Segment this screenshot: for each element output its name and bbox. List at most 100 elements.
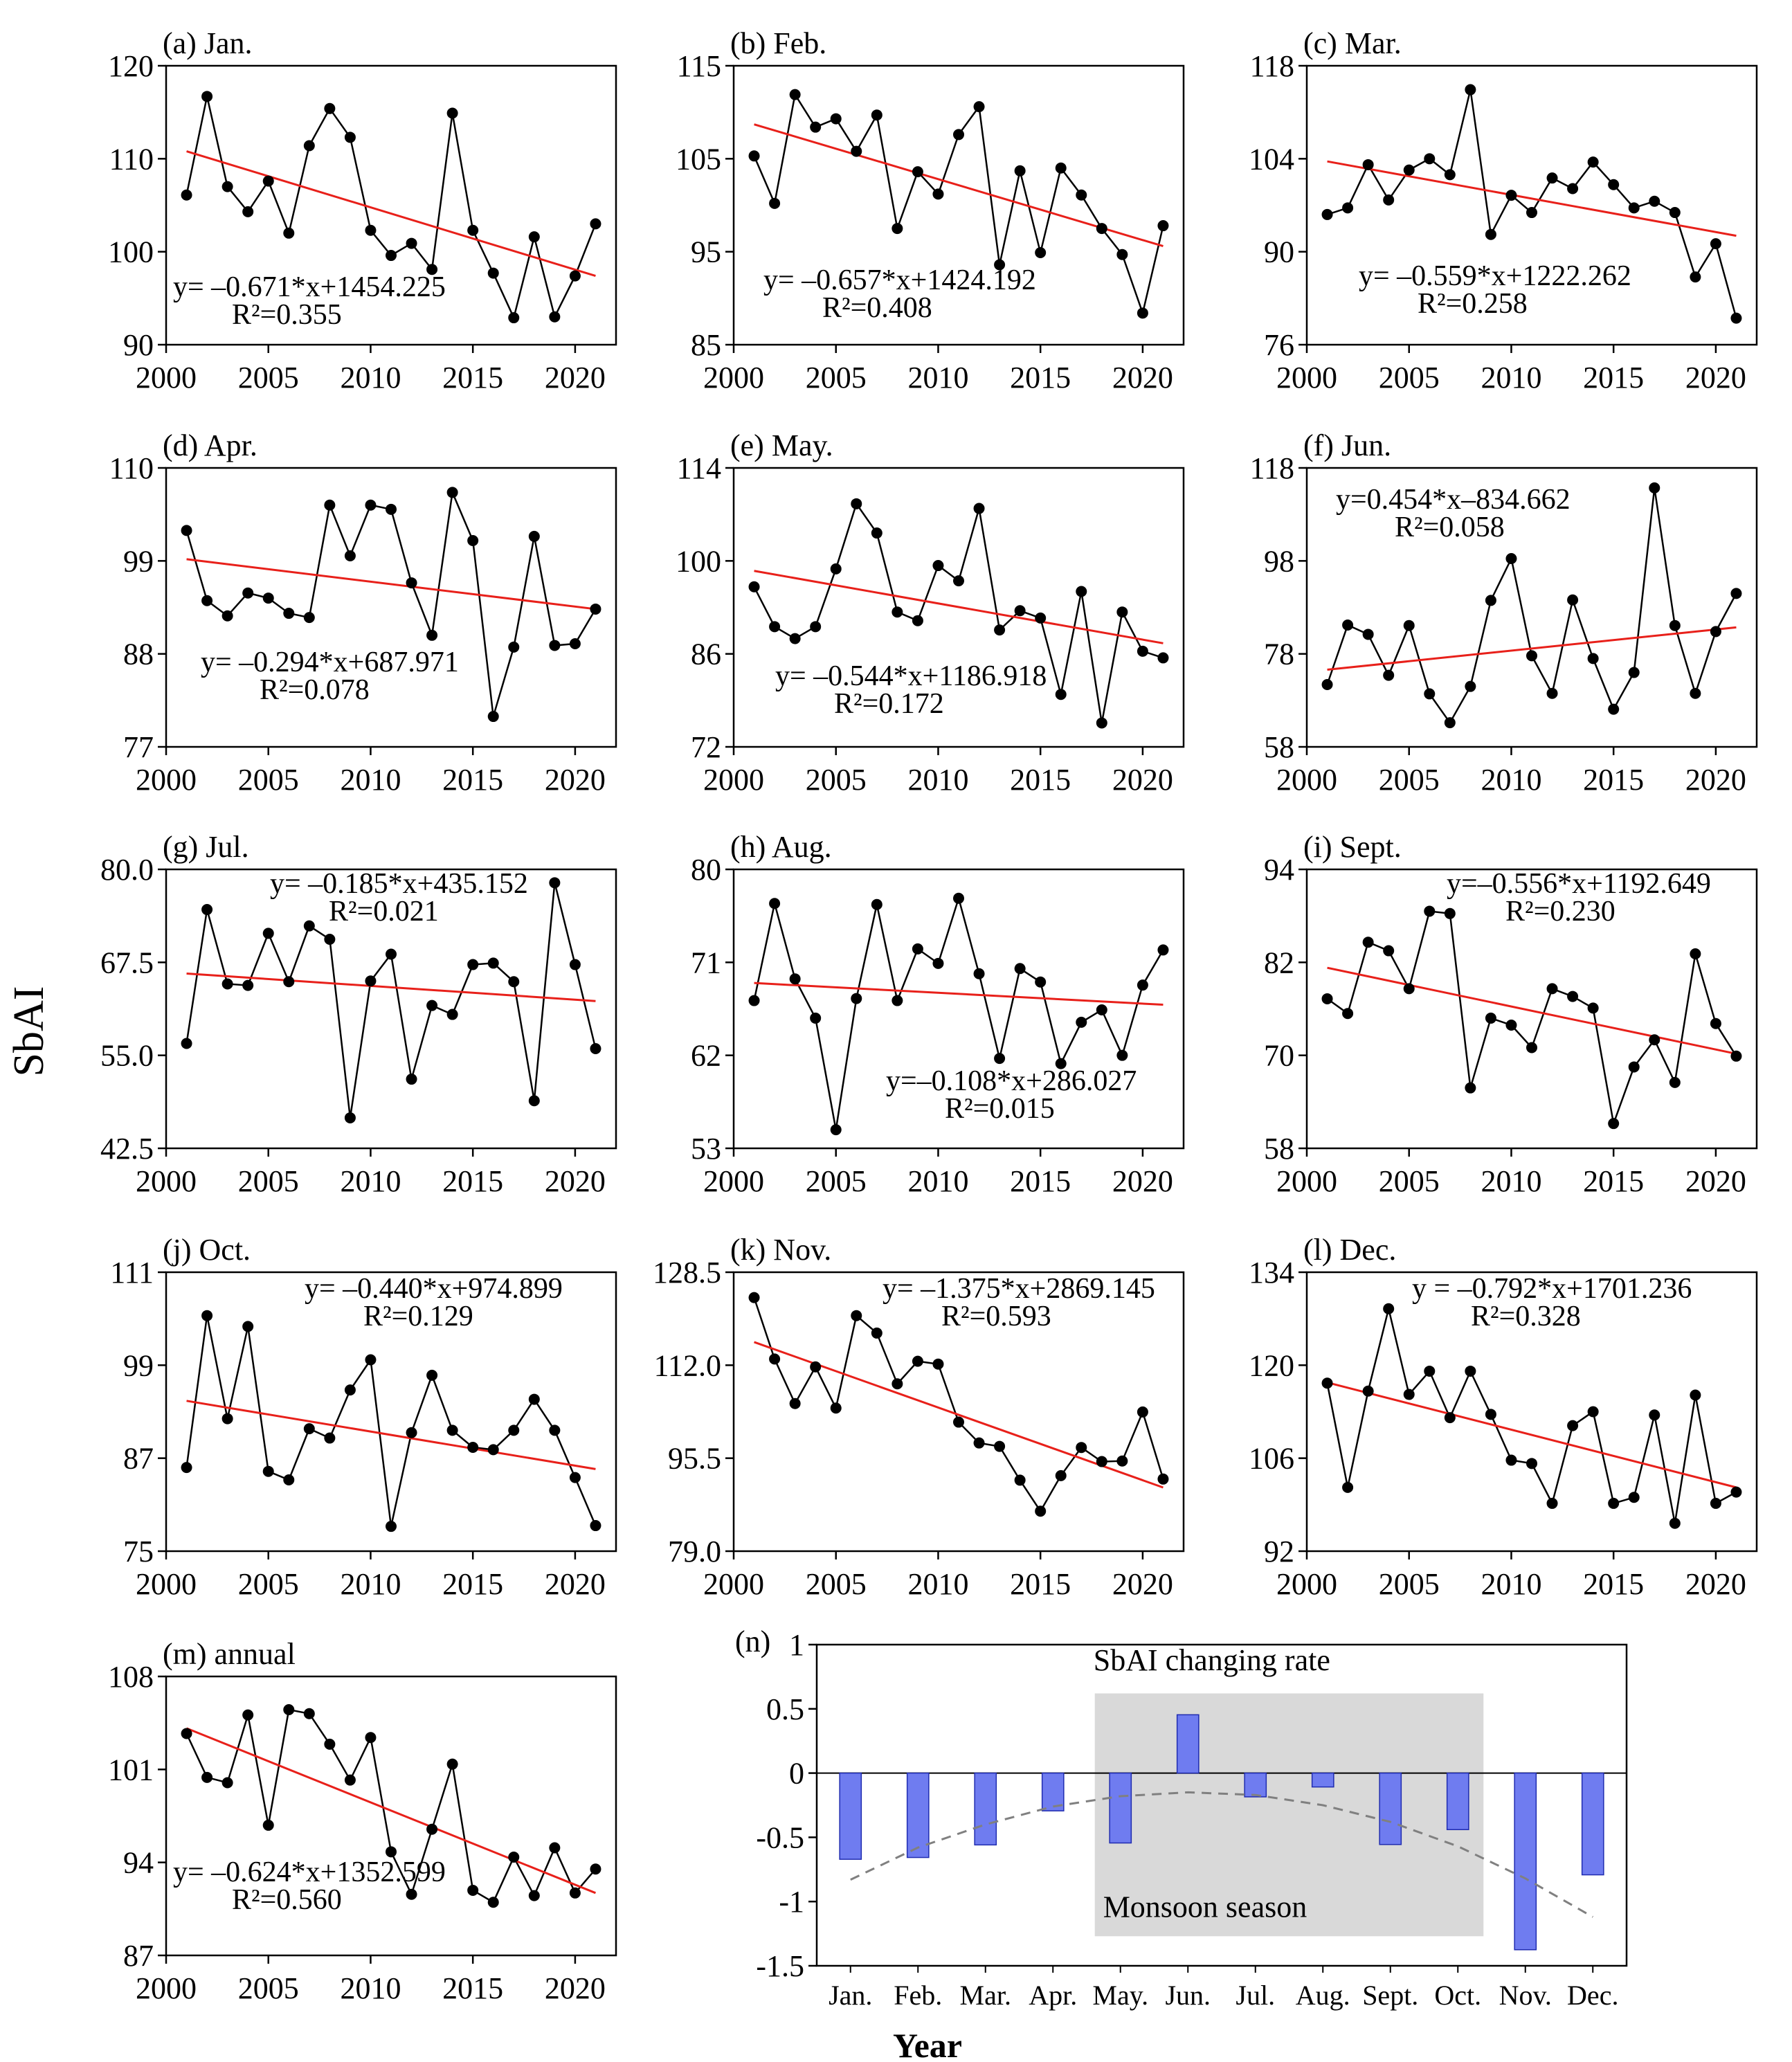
y-tick-label: 55.0: [100, 1039, 154, 1073]
data-point: [569, 959, 581, 970]
x-tick-label: Sept.: [1362, 1980, 1418, 2011]
trend-line: [1327, 1381, 1737, 1489]
data-point: [1055, 162, 1067, 174]
plot-frame: [815, 1643, 1628, 1967]
trend-line: [1327, 626, 1737, 671]
data-point: [303, 1708, 315, 1719]
r-squared: R²=0.172: [834, 688, 944, 720]
series-line: [1326, 910, 1737, 1128]
y-tick-label: 111: [110, 1256, 154, 1290]
data-point: [1608, 1118, 1620, 1130]
data-point: [386, 1846, 397, 1858]
data-point: [1587, 156, 1599, 168]
y-tick-label: 110: [109, 142, 154, 176]
data-point: [1690, 271, 1701, 283]
data-point: [1505, 1454, 1517, 1466]
data-point: [912, 1355, 923, 1367]
data-point: [487, 711, 499, 723]
panel-title: (f) Jun.: [1303, 428, 1391, 462]
r-squared: R²=0.021: [329, 896, 439, 928]
trend-equation: y= –0.671*x+1454.225: [173, 271, 446, 303]
x-tick-label: 2020: [1112, 361, 1173, 395]
data-point: [871, 1327, 883, 1339]
data-point: [221, 1413, 233, 1425]
y-tick-label: 118: [1250, 451, 1294, 485]
data-point: [406, 1888, 417, 1900]
data-point: [1710, 1497, 1721, 1509]
data-point: [1587, 1002, 1599, 1014]
data-point: [1321, 208, 1333, 220]
data-point: [851, 145, 862, 157]
data-point: [406, 237, 417, 249]
data-point: [549, 1425, 561, 1436]
data-point: [426, 629, 438, 641]
y-tick-label: 79.0: [668, 1535, 721, 1568]
data-point: [1137, 307, 1148, 319]
data-point: [1526, 1458, 1537, 1469]
data-point: [932, 957, 944, 969]
x-tick-label: 2020: [1685, 1567, 1746, 1601]
data-point: [181, 1462, 192, 1474]
data-point: [1444, 717, 1456, 729]
data-point: [1628, 667, 1640, 678]
x-tick-label: 2020: [545, 1567, 606, 1601]
data-point: [528, 1393, 540, 1405]
data-point: [201, 904, 213, 916]
panel-a: 2000 2005 2010 2015 2020 90 100 110 120 (a) Jan. y…: [108, 26, 617, 395]
data-point: [365, 224, 377, 236]
x-tick-label: 2020: [545, 1164, 606, 1198]
data-point: [748, 150, 760, 162]
data-point: [344, 1384, 356, 1396]
x-tick-label: 2000: [1276, 361, 1337, 395]
y-tick-label: 42.5: [100, 1132, 154, 1166]
data-point: [1383, 1303, 1395, 1314]
r-squared: R²=0.593: [941, 1301, 1051, 1332]
data-point: [242, 1709, 254, 1721]
y-tick-label: 114: [677, 451, 721, 485]
data-point: [324, 102, 336, 114]
data-point: [1055, 1058, 1067, 1069]
x-tick-label: 2005: [1379, 763, 1440, 797]
panel-title: (m) annual: [163, 1637, 296, 1671]
data-point: [994, 1440, 1006, 1452]
y-tick-label: 62: [691, 1039, 721, 1073]
monsoon-label: Monsoon season: [1103, 1890, 1307, 1924]
y-tick-label: 80.0: [100, 853, 154, 887]
data-point: [789, 973, 801, 985]
r-squared: R²=0.355: [232, 299, 342, 331]
x-tick-label: 2005: [238, 1971, 299, 2005]
x-tick-label: 2020: [545, 763, 606, 797]
panel-title: (e) May.: [730, 428, 833, 462]
data-point: [1096, 717, 1107, 729]
y-tick-label: 95.5: [668, 1442, 721, 1476]
data-point: [1567, 1420, 1579, 1431]
data-point: [1342, 1481, 1354, 1493]
bar: [839, 1772, 862, 1860]
data-point: [1424, 905, 1436, 917]
r-squared: R²=0.078: [260, 674, 370, 706]
plot-frame: [165, 64, 617, 346]
data-point: [973, 503, 985, 514]
panel-m: 2000 2005 2010 2015 2020 87 94 101 108 (m) annual…: [108, 1637, 617, 2005]
y-tick-label: 106: [1249, 1442, 1294, 1476]
data-point: [386, 503, 397, 515]
data-point: [1567, 183, 1579, 195]
data-point: [528, 231, 540, 243]
data-point: [994, 259, 1006, 271]
data-point: [1649, 482, 1660, 494]
data-point: [1383, 945, 1395, 957]
x-tick-label: 2020: [1685, 763, 1746, 797]
data-point: [324, 499, 336, 511]
data-point: [1690, 948, 1701, 960]
data-point: [262, 593, 274, 604]
data-point: [386, 250, 397, 262]
data-point: [851, 1310, 862, 1321]
data-point: [344, 550, 356, 562]
panel-g: 2000 2005 2010 2015 2020 42.5 55.0 67.5 80.0 (g) …: [100, 830, 617, 1198]
data-point: [1096, 1004, 1107, 1015]
y-tick-label: -1.5: [756, 1949, 804, 1983]
x-tick-label: 2015: [442, 1164, 503, 1198]
bar: [1109, 1772, 1132, 1844]
trend-line: [186, 972, 596, 1002]
data-point: [1465, 680, 1476, 692]
